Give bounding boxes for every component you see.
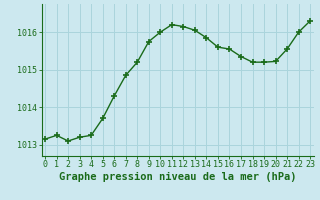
X-axis label: Graphe pression niveau de la mer (hPa): Graphe pression niveau de la mer (hPa) (59, 172, 296, 182)
